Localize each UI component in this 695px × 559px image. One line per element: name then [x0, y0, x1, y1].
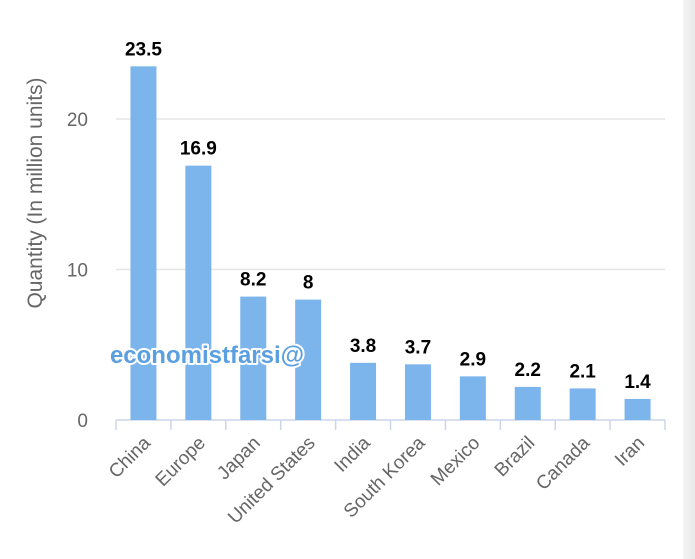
- y-tick-label: 20: [67, 110, 88, 131]
- x-tick-label: Iran: [611, 433, 649, 471]
- x-tick-label: Canada: [532, 432, 594, 494]
- watermark-text: economistfarsi@: [110, 342, 304, 369]
- data-labels: 23.5 16.9 8.2 8 3.8 3.7 2.9 2.2 2.1 1.4: [125, 39, 651, 393]
- data-label: 3.7: [405, 337, 431, 358]
- bar-mexico[interactable]: [459, 376, 486, 420]
- data-label: 2.2: [515, 360, 541, 381]
- data-label: 8.2: [240, 270, 266, 291]
- bar-canada[interactable]: [569, 388, 596, 420]
- data-label: 23.5: [125, 39, 162, 60]
- bar-china[interactable]: [130, 66, 157, 420]
- x-tick-label: Mexico: [427, 433, 484, 490]
- data-label: 8: [303, 273, 314, 294]
- bar-india[interactable]: [350, 362, 377, 420]
- y-axis-title: Quantity (In million units): [24, 77, 47, 308]
- bar-iran[interactable]: [624, 398, 651, 420]
- bar-europe[interactable]: [185, 165, 212, 420]
- data-label: 3.8: [350, 336, 376, 357]
- x-tick-label: Brazil: [491, 433, 539, 481]
- bar-japan[interactable]: [240, 296, 267, 420]
- bar-united-states[interactable]: [295, 299, 322, 420]
- data-label: 2.9: [460, 349, 486, 370]
- bar-brazil[interactable]: [514, 386, 541, 420]
- x-tick-label: Japan: [213, 433, 264, 484]
- y-tick-label: 0: [77, 411, 88, 432]
- data-label: 2.1: [569, 361, 596, 382]
- page-edge: [683, 0, 695, 559]
- data-label: 16.9: [180, 139, 217, 160]
- x-tick-label: India: [331, 432, 375, 476]
- x-tick-label: Europe: [152, 433, 210, 491]
- data-label: 1.4: [624, 372, 651, 393]
- bars: [130, 66, 651, 420]
- y-tick-label: 10: [67, 261, 88, 282]
- x-tick-label: China: [105, 432, 155, 482]
- bar-south-korea[interactable]: [404, 364, 431, 420]
